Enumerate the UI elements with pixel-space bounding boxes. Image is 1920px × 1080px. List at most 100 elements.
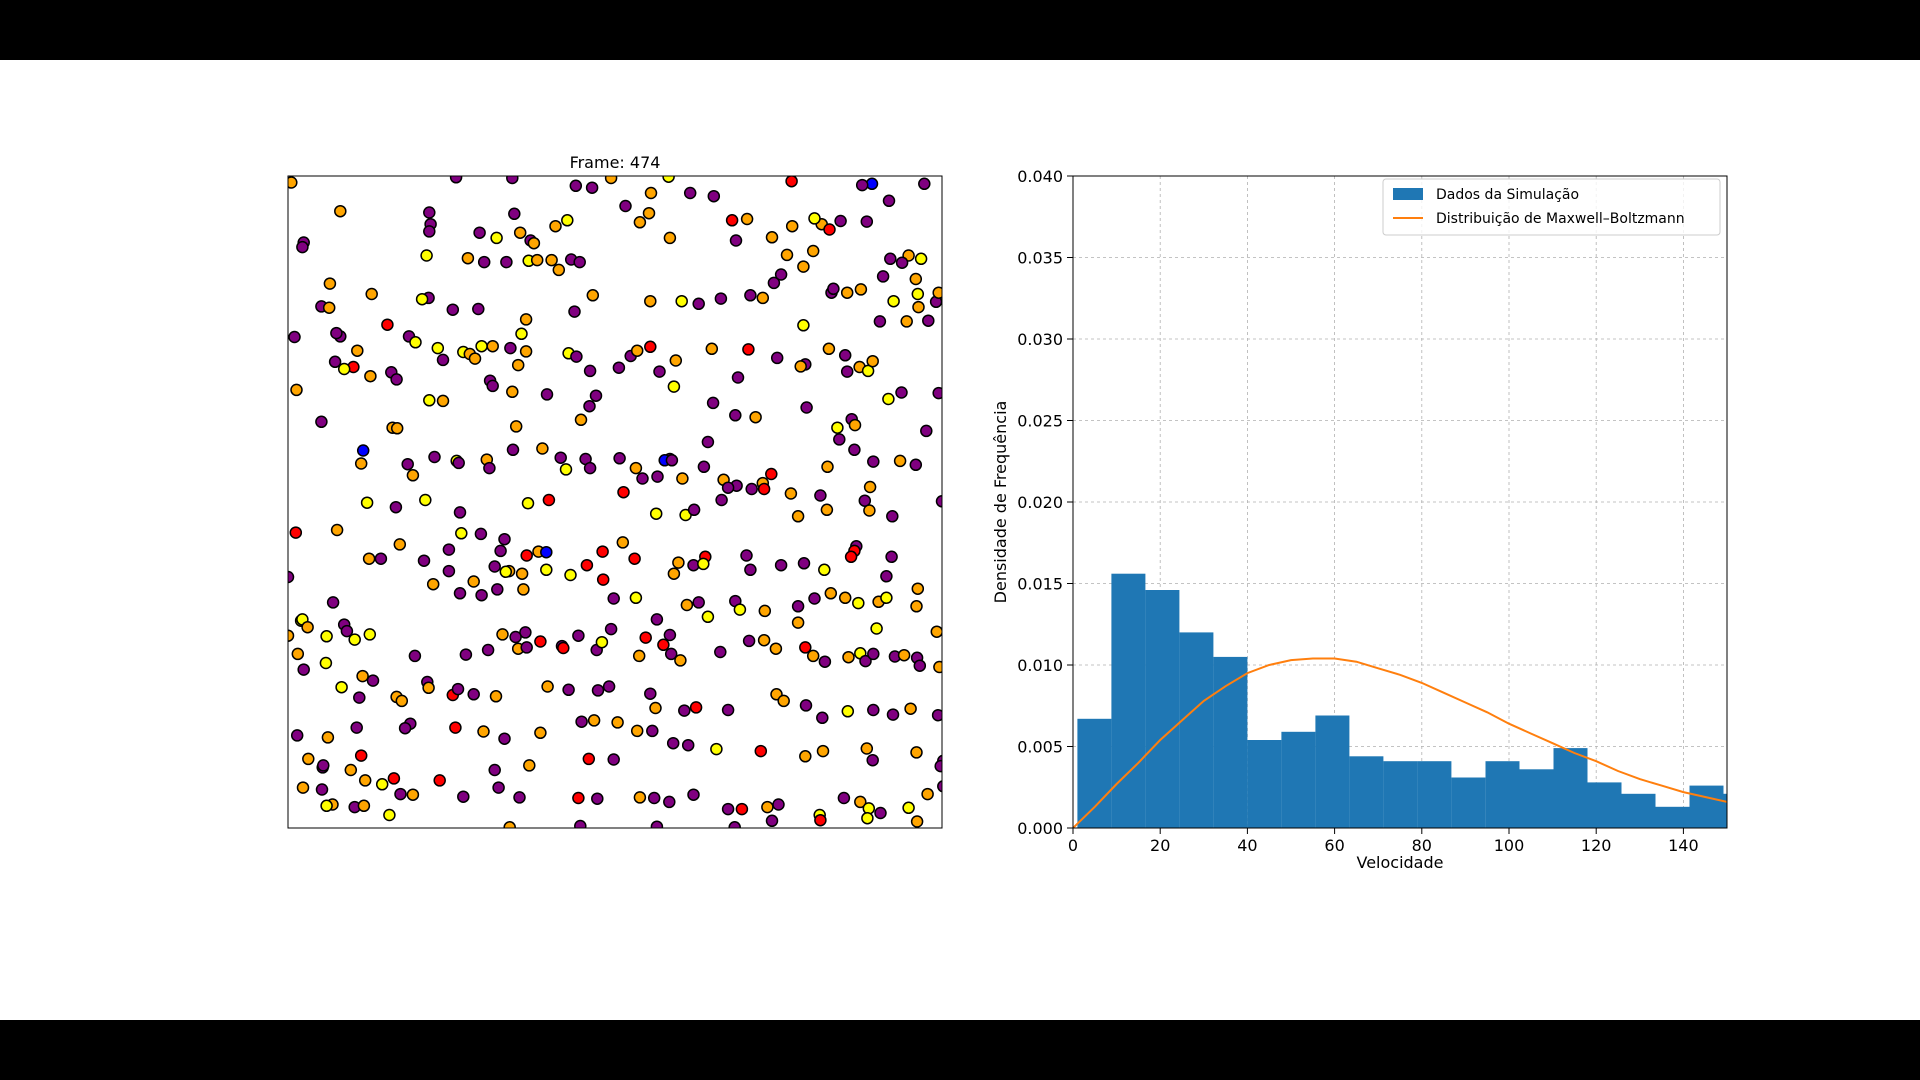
- particle: [692, 596, 705, 609]
- particle: [587, 714, 601, 727]
- particle: [519, 626, 532, 639]
- particle: [777, 694, 790, 708]
- particle: [383, 808, 396, 822]
- particle: [319, 656, 333, 670]
- particle: [619, 199, 632, 213]
- legend: Dados da Simulação Distribuição de Maxwe…: [1382, 178, 1721, 236]
- x-tick-label: 140: [1668, 836, 1699, 855]
- particle: [757, 482, 771, 496]
- particle: [897, 648, 911, 662]
- x-tick-label: 40: [1237, 836, 1257, 855]
- particle: [870, 622, 883, 635]
- particle: [326, 596, 340, 609]
- particle: [519, 313, 533, 326]
- particle: [415, 292, 429, 306]
- particle: [360, 496, 374, 509]
- particle: [838, 591, 852, 605]
- particle: [754, 744, 768, 758]
- particle: [540, 388, 554, 401]
- particle: [675, 294, 688, 308]
- particle: [882, 392, 895, 406]
- particle: [489, 690, 503, 703]
- particle: [492, 781, 505, 794]
- particle: [687, 788, 700, 801]
- particle: [406, 469, 420, 482]
- particle: [733, 603, 747, 616]
- particle: [351, 344, 364, 357]
- particle: [653, 365, 666, 378]
- particle: [374, 552, 388, 565]
- particle: [644, 340, 657, 354]
- particle: [488, 763, 501, 777]
- maxwell-boltzmann-curve: [1073, 657, 1727, 828]
- particle: [630, 724, 644, 738]
- x-tick-label: 0: [1068, 836, 1078, 855]
- particle: [816, 744, 830, 758]
- particle: [459, 648, 473, 661]
- particle: [607, 592, 620, 605]
- y-tick-label: 0.020: [1017, 493, 1063, 512]
- particle: [791, 600, 805, 613]
- particle: [799, 750, 812, 763]
- particle: [315, 783, 329, 796]
- particle: [288, 629, 295, 642]
- particle: [797, 319, 810, 332]
- particle: [806, 649, 820, 663]
- particle: [855, 178, 869, 192]
- y-axis-label: Densidade de Frequência: [991, 401, 1010, 604]
- particle: [350, 721, 363, 734]
- particle: [697, 557, 710, 571]
- particle: [818, 563, 831, 577]
- particle: [291, 647, 305, 661]
- particle: [520, 549, 533, 562]
- particle: [515, 567, 529, 580]
- legend-label-curve: Distribuição de Maxwell–Boltzmann: [1436, 211, 1685, 227]
- particle: [725, 214, 739, 227]
- histogram-bar: [1723, 793, 1727, 828]
- particle: [721, 481, 735, 494]
- particle: [852, 596, 865, 610]
- particle: [814, 813, 827, 827]
- particle: [486, 339, 499, 353]
- particle: [672, 556, 685, 569]
- particle: [831, 421, 844, 434]
- particle: [289, 526, 303, 539]
- particle: [473, 226, 486, 239]
- particle: [504, 341, 517, 355]
- particle: [348, 633, 361, 646]
- particle: [757, 633, 771, 647]
- particle: [582, 752, 596, 766]
- particle: [808, 592, 821, 605]
- particle: [467, 575, 480, 588]
- particle: [589, 389, 603, 402]
- particle: [797, 557, 811, 570]
- histogram-bar: [1519, 769, 1554, 828]
- particle: [431, 341, 445, 355]
- particle: [630, 344, 644, 357]
- particle: [523, 759, 536, 772]
- y-tick-label: 0.025: [1017, 412, 1063, 431]
- particle: [486, 379, 499, 393]
- particle: [520, 641, 533, 654]
- particle: [770, 351, 784, 365]
- particle: [554, 451, 567, 464]
- particle: [521, 497, 535, 510]
- particle: [375, 778, 389, 791]
- y-tick-label: 0.035: [1017, 249, 1063, 268]
- particle: [583, 399, 596, 413]
- particle: [354, 457, 368, 470]
- particle: [728, 821, 741, 828]
- legend-label-histogram: Dados da Simulação: [1436, 187, 1579, 203]
- particle: [697, 460, 711, 474]
- particle: [629, 461, 643, 475]
- particle: [858, 494, 872, 507]
- particle: [647, 791, 661, 805]
- particle: [650, 613, 664, 626]
- particle: [780, 248, 794, 262]
- particle: [513, 226, 527, 239]
- particle: [867, 703, 880, 717]
- particle: [842, 650, 855, 664]
- particle: [552, 263, 566, 277]
- particle: [632, 649, 646, 663]
- histogram-bar: [1689, 785, 1724, 828]
